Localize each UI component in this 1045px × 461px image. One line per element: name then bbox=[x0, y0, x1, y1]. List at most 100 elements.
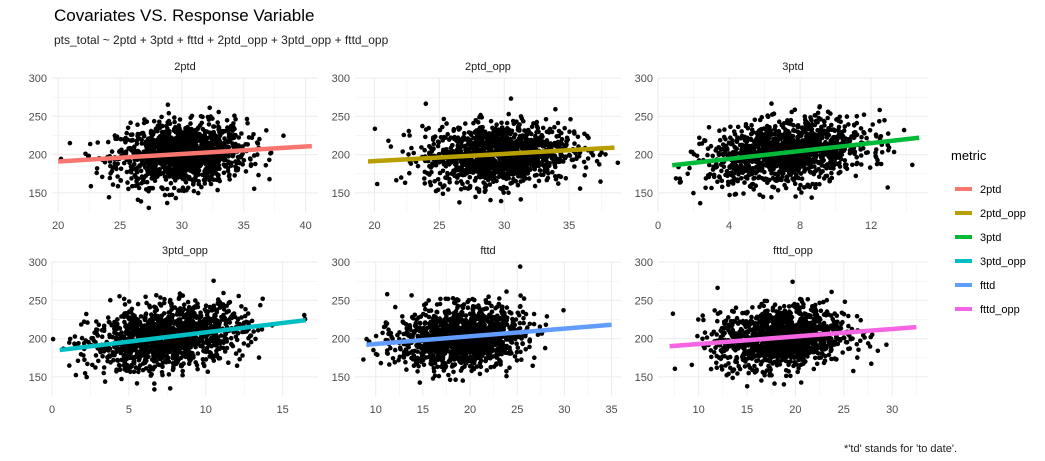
data-point bbox=[874, 147, 879, 152]
data-point bbox=[511, 160, 516, 166]
data-point bbox=[562, 125, 567, 131]
data-point bbox=[559, 152, 564, 158]
data-point bbox=[459, 143, 465, 149]
data-point bbox=[805, 166, 811, 171]
regression-line-2ptd bbox=[58, 143, 312, 164]
data-point bbox=[800, 126, 805, 132]
data-point bbox=[183, 165, 189, 170]
data-point bbox=[406, 128, 412, 134]
data-point bbox=[855, 160, 860, 166]
data-point bbox=[115, 174, 120, 179]
data-point bbox=[149, 142, 155, 147]
data-point bbox=[485, 165, 491, 171]
data-point bbox=[207, 105, 212, 111]
x-tick-label: 40 bbox=[300, 220, 312, 232]
data-point bbox=[768, 128, 773, 133]
data-point bbox=[741, 191, 746, 196]
data-point bbox=[152, 178, 158, 183]
data-point bbox=[204, 161, 209, 167]
data-point bbox=[181, 156, 186, 162]
data-point bbox=[705, 152, 710, 158]
data-point bbox=[281, 133, 286, 138]
data-point bbox=[553, 106, 558, 112]
data-point bbox=[764, 131, 770, 136]
data-point bbox=[748, 137, 754, 143]
data-point bbox=[163, 144, 169, 150]
data-point bbox=[124, 130, 129, 136]
data-point bbox=[720, 151, 725, 157]
data-point bbox=[108, 171, 113, 176]
data-point bbox=[137, 164, 142, 169]
data-point bbox=[233, 116, 238, 122]
data-point bbox=[483, 183, 489, 189]
data-point bbox=[859, 134, 864, 140]
data-point bbox=[167, 163, 173, 168]
data-point bbox=[615, 160, 621, 166]
data-point bbox=[118, 136, 124, 142]
data-point bbox=[166, 372, 172, 377]
data-point bbox=[210, 116, 215, 121]
data-point bbox=[244, 116, 250, 122]
x-tick-label: 30 bbox=[176, 220, 188, 232]
data-point bbox=[398, 175, 404, 180]
data-point bbox=[180, 372, 185, 378]
data-point bbox=[764, 176, 770, 182]
data-point bbox=[730, 138, 735, 143]
data-point bbox=[582, 173, 587, 178]
data-point bbox=[475, 120, 481, 125]
data-point bbox=[891, 149, 897, 155]
data-point bbox=[751, 169, 756, 174]
page-subtitle: pts_total ~ 2ptd + 3ptd + fttd + 2ptd_op… bbox=[54, 33, 389, 47]
data-point bbox=[129, 148, 134, 153]
data-point bbox=[223, 143, 228, 149]
data-point bbox=[202, 181, 208, 186]
data-point bbox=[572, 164, 577, 169]
data-point bbox=[105, 139, 111, 145]
data-point bbox=[160, 136, 165, 142]
data-point bbox=[189, 168, 195, 173]
data-point bbox=[796, 167, 801, 172]
data-point bbox=[804, 142, 809, 148]
y-tick-label: 250 bbox=[29, 295, 47, 307]
data-point bbox=[760, 194, 766, 200]
data-point bbox=[109, 149, 115, 154]
data-point bbox=[844, 166, 850, 172]
data-point bbox=[440, 184, 446, 190]
data-point bbox=[462, 136, 467, 142]
data-point bbox=[437, 181, 443, 187]
x-tick-label: 25 bbox=[114, 220, 126, 232]
data-point bbox=[374, 181, 380, 187]
data-point bbox=[793, 194, 798, 199]
data-point bbox=[825, 115, 830, 121]
data-point bbox=[444, 121, 449, 126]
data-point bbox=[432, 179, 438, 184]
data-point bbox=[507, 169, 513, 174]
data-point bbox=[577, 186, 583, 191]
data-point bbox=[223, 162, 229, 168]
data-point bbox=[158, 146, 163, 152]
data-point bbox=[229, 341, 234, 347]
data-point bbox=[805, 138, 810, 143]
data-point bbox=[842, 158, 848, 163]
data-point bbox=[388, 144, 394, 149]
data-point bbox=[481, 140, 486, 145]
data-point bbox=[106, 195, 112, 200]
data-point bbox=[227, 138, 233, 144]
data-point bbox=[572, 131, 577, 136]
data-point bbox=[813, 168, 819, 173]
data-point bbox=[513, 132, 518, 137]
data-point bbox=[160, 364, 165, 370]
data-point bbox=[780, 140, 785, 146]
data-point bbox=[204, 174, 209, 180]
data-point bbox=[114, 136, 120, 141]
data-point bbox=[539, 142, 545, 147]
data-point bbox=[458, 187, 464, 192]
data-point bbox=[817, 104, 823, 109]
data-point bbox=[817, 129, 822, 134]
data-point bbox=[128, 138, 134, 143]
data-point bbox=[529, 124, 535, 130]
data-point bbox=[204, 341, 210, 346]
data-point bbox=[143, 187, 149, 192]
data-point bbox=[446, 137, 452, 142]
